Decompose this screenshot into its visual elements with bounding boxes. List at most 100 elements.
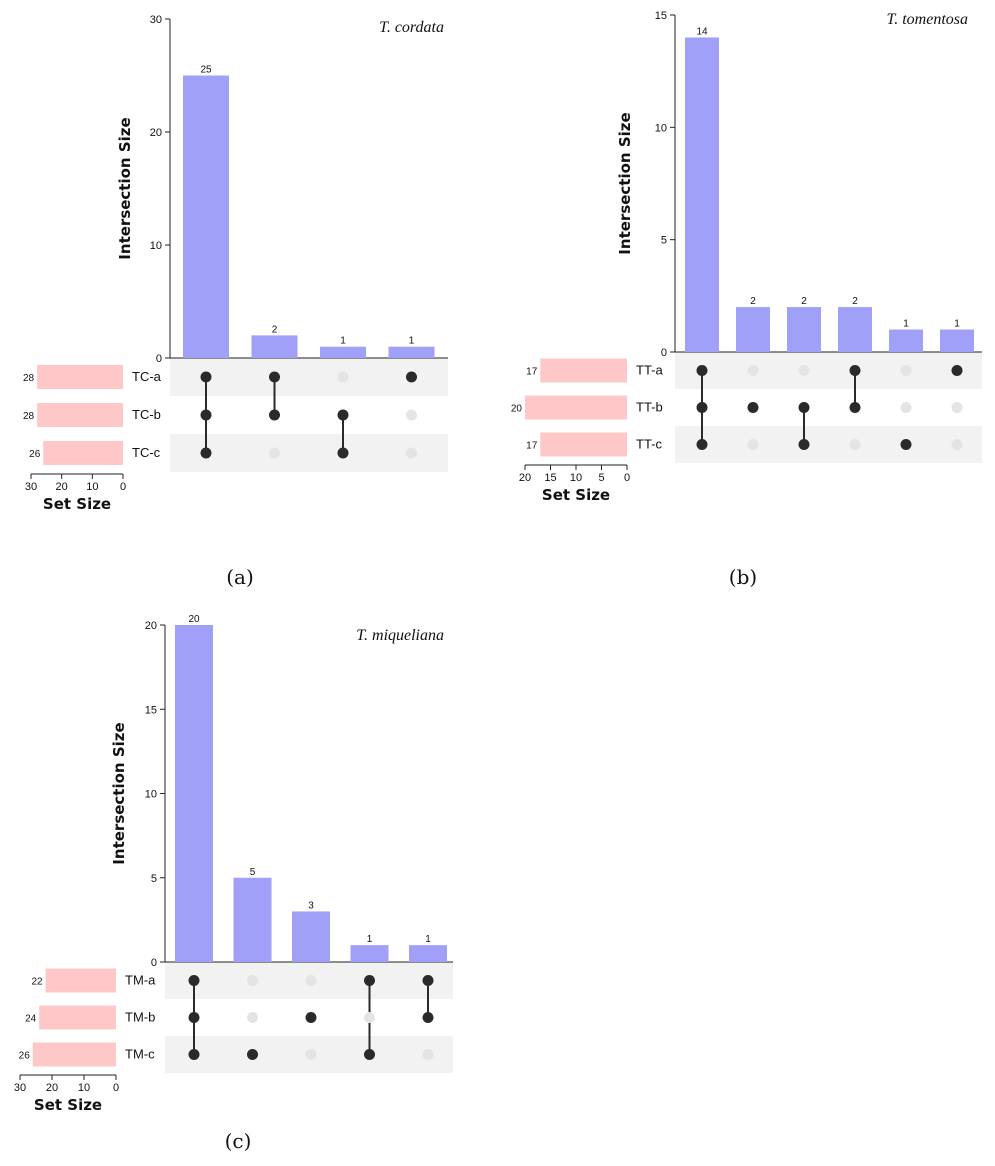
set-size-tick-label: 5 xyxy=(598,472,604,484)
set-size-value: 22 xyxy=(31,977,43,988)
set-size-value: 17 xyxy=(526,367,538,378)
matrix-dot-filled xyxy=(188,1049,200,1060)
matrix-dot-empty xyxy=(406,409,417,421)
intersection-bar xyxy=(736,307,770,352)
set-size-tick-label: 10 xyxy=(86,481,98,493)
set-size-tick-label: 30 xyxy=(25,481,37,493)
y-axis-title: Intersection Size xyxy=(116,117,134,259)
matrix-dot-filled xyxy=(337,447,349,459)
matrix-dot-filled xyxy=(798,439,810,450)
matrix-dot-filled xyxy=(269,409,280,421)
bar-value-label: 1 xyxy=(903,319,909,330)
bar-value-label: 1 xyxy=(425,934,431,945)
matrix-dot-filled xyxy=(696,439,708,450)
set-size-bar xyxy=(32,1042,116,1067)
matrix-dot-empty xyxy=(798,365,810,376)
bar-value-label: 20 xyxy=(188,614,200,625)
set-name-label: TC-c xyxy=(132,445,161,460)
set-size-tick-label: 30 xyxy=(14,1082,26,1094)
y-tick-label: 0 xyxy=(661,347,667,359)
bar-value-label: 5 xyxy=(250,867,256,878)
y-tick-label: 0 xyxy=(151,957,157,969)
set-size-bar xyxy=(39,1005,117,1030)
set-name-label: TC-b xyxy=(132,407,161,422)
y-tick-label: 15 xyxy=(145,704,157,716)
species-title: T. miqueliana xyxy=(356,627,444,644)
matrix-dot-empty xyxy=(747,365,759,376)
matrix-dot-filled xyxy=(696,365,708,376)
matrix-dot-empty xyxy=(247,1012,258,1023)
y-tick-label: 30 xyxy=(150,14,162,26)
matrix-dot-empty xyxy=(305,1049,317,1060)
set-name-label: TT-b xyxy=(636,400,663,415)
set-name-label: TT-c xyxy=(636,437,662,452)
set-size-tick-label: 20 xyxy=(519,472,531,484)
intersection-bar xyxy=(320,346,366,358)
bar-value-label: 25 xyxy=(200,65,212,76)
matrix-dot-empty xyxy=(849,439,861,450)
matrix-dot-empty xyxy=(247,975,258,986)
matrix-dot-filled xyxy=(200,447,212,459)
panel-caption: (b) xyxy=(729,565,757,589)
matrix-dot-filled xyxy=(422,1012,434,1023)
set-size-tick-label: 0 xyxy=(120,481,126,493)
matrix-row-band xyxy=(675,352,982,389)
set-size-tick-label: 10 xyxy=(570,472,582,484)
intersection-bar xyxy=(388,346,435,358)
set-name-label: TC-a xyxy=(132,369,162,384)
set-size-bar xyxy=(540,358,627,383)
matrix-row-band xyxy=(170,434,448,472)
matrix-dot-filled xyxy=(305,1012,317,1023)
y-tick-label: 5 xyxy=(661,235,667,247)
matrix-dot-empty xyxy=(337,371,349,383)
intersection-bar xyxy=(350,945,389,962)
panel-caption: (a) xyxy=(226,565,254,589)
set-name-label: TT-a xyxy=(636,363,663,378)
set-size-tick-label: 15 xyxy=(544,472,556,484)
y-tick-label: 0 xyxy=(156,353,162,365)
set-size-value: 26 xyxy=(19,1051,31,1062)
intersection-bar xyxy=(409,945,447,962)
bar-value-label: 1 xyxy=(954,319,960,330)
matrix-dot-filled xyxy=(849,402,861,413)
matrix-dot-filled xyxy=(422,975,434,986)
intersection-bar xyxy=(685,37,719,352)
matrix-dot-empty xyxy=(900,365,912,376)
intersection-bar xyxy=(233,877,272,962)
matrix-dot-filled xyxy=(269,371,280,383)
set-name-label: TM-c xyxy=(125,1047,155,1062)
set-size-axis-title: Set Size xyxy=(34,1096,102,1114)
intersection-bar xyxy=(940,329,974,352)
species-title: T. tomentosa xyxy=(887,11,968,28)
intersection-bar xyxy=(251,335,298,358)
y-axis-title: Intersection Size xyxy=(616,112,634,254)
y-tick-label: 10 xyxy=(145,789,157,801)
set-size-value: 17 xyxy=(526,441,538,452)
species-title: T. cordata xyxy=(379,19,444,36)
bar-value-label: 1 xyxy=(409,336,415,347)
matrix-dot-filled xyxy=(798,402,810,413)
bar-value-label: 2 xyxy=(852,296,858,307)
set-size-value: 26 xyxy=(29,449,41,460)
set-size-axis-title: Set Size xyxy=(542,486,610,504)
matrix-dot-empty xyxy=(951,439,963,450)
bar-value-label: 3 xyxy=(308,900,314,911)
y-tick-label: 10 xyxy=(150,240,162,252)
y-tick-label: 5 xyxy=(151,873,157,885)
set-size-bar xyxy=(43,441,124,465)
matrix-dot-filled xyxy=(364,975,375,986)
set-size-value: 20 xyxy=(511,404,523,415)
matrix-dot-filled xyxy=(337,409,349,421)
upset-panel-1: 0 10 20 30 Intersection Size T. cordata 25 2 1 1 T… xyxy=(23,14,448,589)
set-size-axis-title: Set Size xyxy=(43,495,111,513)
intersection-bar xyxy=(787,307,821,352)
matrix-dot-filled xyxy=(200,371,212,383)
y-tick-label: 20 xyxy=(145,620,157,632)
set-size-tick-label: 0 xyxy=(113,1082,119,1094)
set-name-label: TM-b xyxy=(125,1010,155,1025)
matrix-dot-filled xyxy=(747,402,759,413)
set-size-bar xyxy=(37,403,124,427)
matrix-dot-empty xyxy=(364,1012,375,1023)
